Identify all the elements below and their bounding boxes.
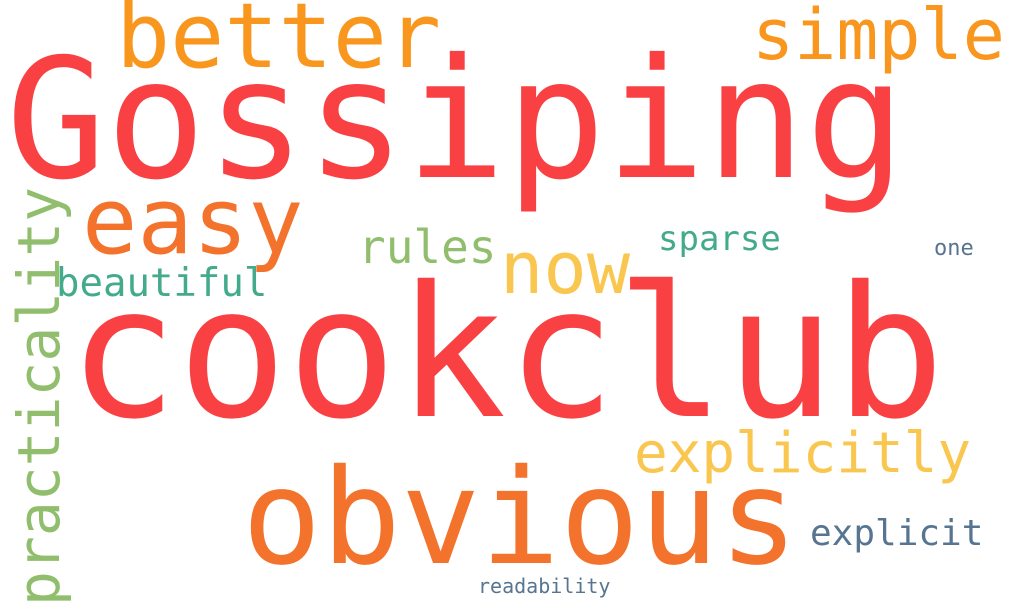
word-easy: easy	[82, 168, 304, 275]
word-obvious: obvious	[242, 441, 799, 595]
word-explicit: explicit	[810, 513, 984, 554]
word-one: one	[934, 236, 974, 261]
word-cookclub: cookclub	[68, 247, 945, 459]
word-simple: simple	[752, 0, 1005, 76]
word-readability: readability	[478, 574, 611, 598]
word-explicitly: explicitly	[634, 421, 972, 486]
word-gossiping: Gossiping	[6, 24, 906, 217]
word-beautiful: beautiful	[56, 261, 268, 306]
word-rules: rules	[358, 220, 497, 274]
word-sparse: sparse	[658, 219, 781, 259]
word-now: now	[500, 226, 631, 310]
word-practicality: practicality	[5, 186, 73, 606]
word-better: better	[116, 0, 442, 89]
